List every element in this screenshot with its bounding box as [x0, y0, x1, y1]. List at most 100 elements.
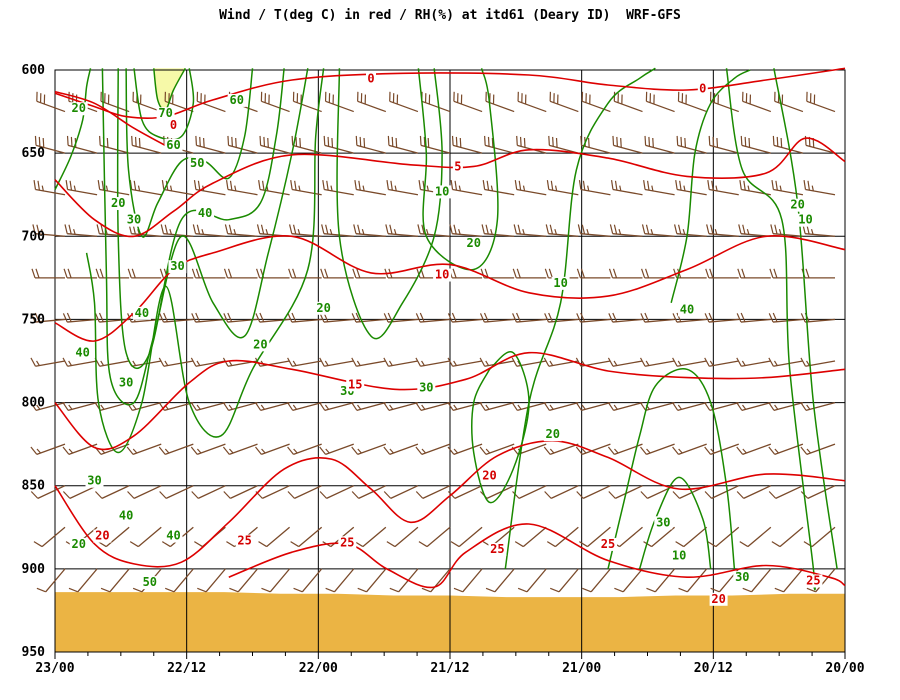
temperature-contour-label: 20 [482, 469, 496, 483]
wind-barb [646, 568, 676, 593]
rh-contour-10 [336, 68, 443, 340]
rh-contour-label: 10 [672, 549, 686, 563]
x-tick-label: 21/12 [430, 661, 469, 676]
temperature-contour-label: 0 [367, 71, 374, 85]
wind-barb [544, 312, 579, 323]
wind-barb [677, 91, 707, 113]
wind-barb [33, 180, 66, 196]
wind-barb [676, 135, 707, 154]
rh-contour-label: 10 [798, 213, 812, 227]
wind-barb [768, 401, 804, 411]
wind-barb [576, 485, 611, 499]
wind-barb [513, 224, 547, 237]
wind-barb [608, 312, 643, 323]
wind-barb [546, 526, 579, 548]
rh-contour-40 [670, 69, 751, 303]
wind-barb [229, 568, 258, 593]
wind-barb [386, 180, 419, 196]
wind-barb [479, 312, 515, 323]
wind-barb [704, 357, 739, 367]
wind-barb [127, 485, 162, 499]
wind-barb [30, 401, 66, 411]
wind-barb [511, 401, 547, 411]
rh-contour-label: 30 [419, 381, 433, 395]
wind-barb [610, 180, 643, 196]
wind-barb [421, 568, 451, 593]
rh-contour-20 [725, 68, 816, 591]
wind-barb [607, 401, 643, 411]
wind-barb [736, 401, 772, 411]
wind-barb [36, 568, 66, 593]
wind-barb [96, 224, 130, 237]
wind-barb [30, 357, 66, 367]
wind-barb [351, 443, 387, 456]
rh-contour-label: 60 [166, 138, 180, 152]
wind-barb [447, 443, 483, 456]
wind-barb [33, 526, 66, 548]
wind-barb [100, 568, 130, 593]
wind-barb [195, 135, 226, 154]
wind-barb [191, 312, 226, 323]
rh-contour-label: 10 [553, 276, 567, 290]
wind-barb [803, 180, 836, 196]
wind-barb [164, 91, 194, 113]
wind-barb [190, 443, 226, 456]
wind-barb [672, 312, 707, 323]
wind-barb [389, 91, 419, 113]
wind-barb [355, 135, 387, 154]
wind-barb [612, 135, 643, 154]
wind-barb [580, 135, 611, 154]
wind-barb [800, 357, 836, 367]
wind-barb [768, 312, 803, 323]
wind-barb [290, 180, 322, 196]
wind-barb [772, 135, 804, 154]
wind-barb [32, 224, 66, 237]
wind-barb [30, 485, 66, 499]
x-tick-label: 20/12 [694, 661, 733, 676]
x-tick-label: 23/00 [35, 661, 74, 676]
contour-label-layer: 7060602050402030304040302020303010201040… [69, 71, 823, 606]
wind-barb [742, 91, 772, 113]
wind-barb [640, 443, 675, 456]
wind-barb [742, 568, 772, 593]
wind-barb [357, 91, 387, 113]
wind-barb [97, 180, 130, 196]
wind-barb [736, 485, 772, 499]
wind-barb [100, 91, 130, 113]
wind-barb [354, 526, 387, 548]
wind-barb [192, 224, 226, 237]
rh-contour-label: 20 [253, 337, 267, 351]
wind-barb [159, 312, 194, 323]
wind-barb [549, 91, 579, 113]
wind-barb [421, 91, 451, 113]
wind-barb [352, 268, 386, 279]
wind-barb [450, 526, 483, 548]
rh-contour-30 [101, 68, 309, 406]
wind-barb [479, 401, 515, 411]
rh-contour-label: 20 [316, 301, 330, 315]
y-tick-label: 600 [22, 63, 46, 78]
wind-barb [801, 268, 835, 279]
wind-barb [707, 526, 740, 548]
rh-contour-label: 10 [435, 184, 449, 198]
wind-barb [641, 224, 675, 237]
wind-barb [320, 268, 354, 279]
wind-barb [131, 135, 162, 154]
wind-barb [579, 526, 611, 548]
rh-contour-10 [504, 67, 656, 570]
wind-barb [357, 568, 387, 593]
wind-barb [800, 485, 836, 499]
wind-barb [706, 224, 739, 237]
temperature-contour-15 [54, 351, 846, 451]
wind-barb [321, 224, 354, 237]
wind-barb [415, 443, 451, 456]
x-tick-label: 22/00 [299, 661, 338, 676]
rh-contour-label: 20 [71, 537, 85, 551]
wind-barb [158, 443, 194, 456]
wind-barb [576, 268, 611, 279]
rh-contour-40 [638, 476, 712, 570]
wind-barb [607, 443, 643, 456]
wind-barb [447, 312, 483, 323]
wind-barb [705, 268, 739, 279]
